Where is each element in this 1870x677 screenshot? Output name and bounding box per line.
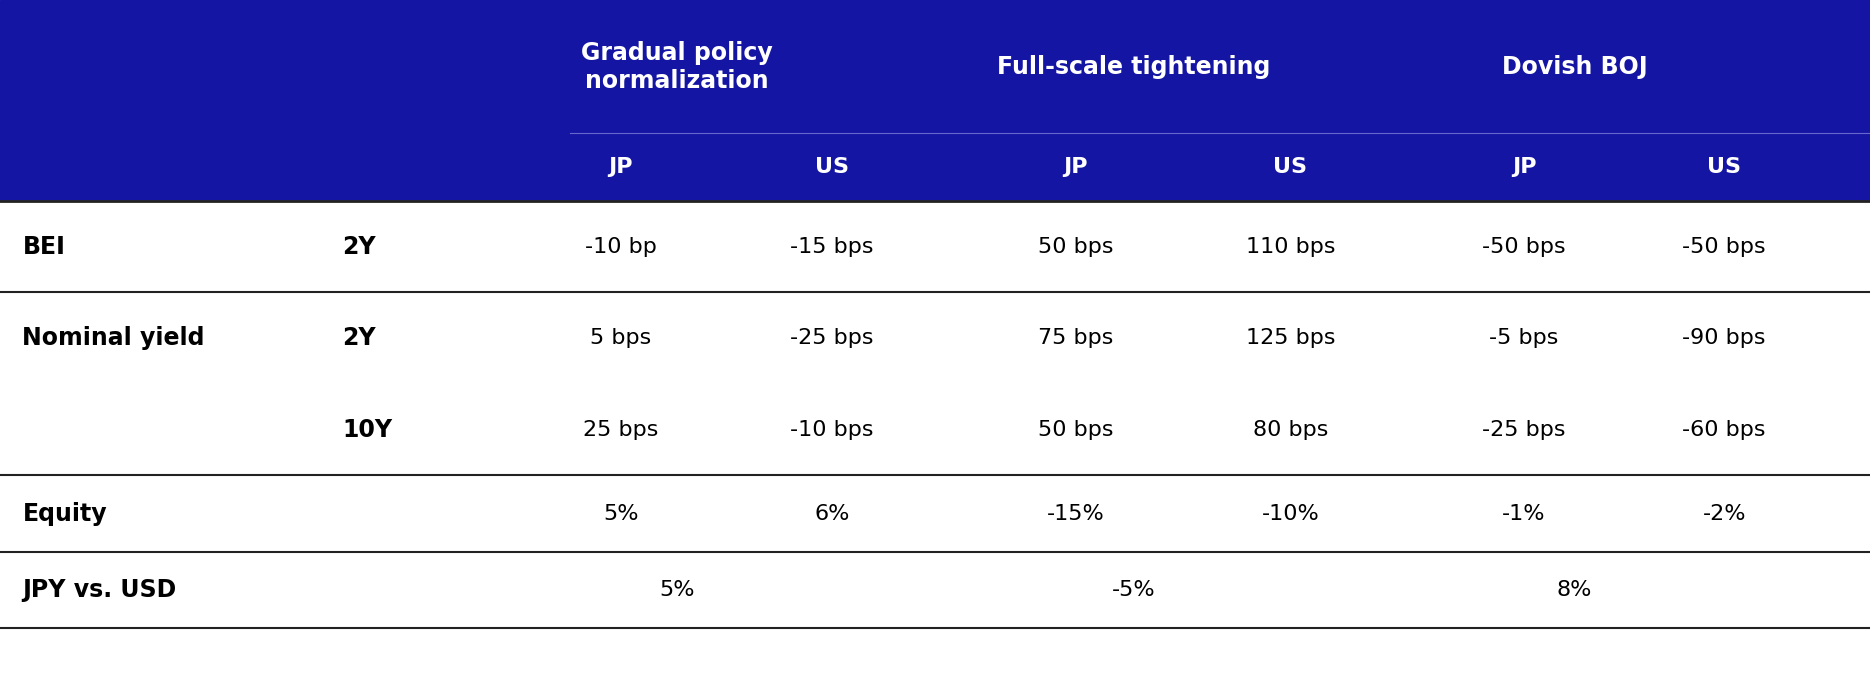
Text: 2Y: 2Y xyxy=(342,326,376,350)
Text: US: US xyxy=(1707,157,1741,177)
Text: 5%: 5% xyxy=(660,580,694,600)
Text: Dovish BOJ: Dovish BOJ xyxy=(1502,55,1647,79)
Text: 50 bps: 50 bps xyxy=(1038,420,1113,439)
Text: -10%: -10% xyxy=(1262,504,1318,523)
Text: JPY vs. USD: JPY vs. USD xyxy=(22,578,176,602)
Bar xyxy=(0,384,1870,475)
Text: 5 bps: 5 bps xyxy=(591,328,651,348)
Bar xyxy=(0,552,1870,628)
Text: -5%: -5% xyxy=(1111,580,1156,600)
Text: -10 bps: -10 bps xyxy=(791,420,873,439)
Text: Equity: Equity xyxy=(22,502,107,525)
Text: 110 bps: 110 bps xyxy=(1245,237,1335,257)
Text: US: US xyxy=(1273,157,1307,177)
Text: 8%: 8% xyxy=(1558,580,1591,600)
Text: US: US xyxy=(815,157,849,177)
Text: JP: JP xyxy=(1062,157,1088,177)
Text: 10Y: 10Y xyxy=(342,418,393,441)
Text: -2%: -2% xyxy=(1702,504,1747,523)
Text: -1%: -1% xyxy=(1502,504,1546,523)
Text: 2Y: 2Y xyxy=(342,235,376,259)
Text: -60 bps: -60 bps xyxy=(1683,420,1765,439)
Bar xyxy=(0,475,1870,552)
Text: -15%: -15% xyxy=(1047,504,1103,523)
Text: -90 bps: -90 bps xyxy=(1683,328,1765,348)
Text: -15 bps: -15 bps xyxy=(791,237,873,257)
Bar xyxy=(0,201,1870,292)
Text: 50 bps: 50 bps xyxy=(1038,237,1113,257)
Bar xyxy=(0,0,1870,201)
Text: 125 bps: 125 bps xyxy=(1245,328,1335,348)
Text: -25 bps: -25 bps xyxy=(791,328,873,348)
Text: BEI: BEI xyxy=(22,235,65,259)
Text: -25 bps: -25 bps xyxy=(1483,420,1565,439)
Text: Nominal yield: Nominal yield xyxy=(22,326,206,350)
Text: 6%: 6% xyxy=(815,504,849,523)
Text: 80 bps: 80 bps xyxy=(1253,420,1328,439)
Text: JP: JP xyxy=(608,157,634,177)
Bar xyxy=(0,292,1870,384)
Text: 75 bps: 75 bps xyxy=(1038,328,1113,348)
Text: Full-scale tightening: Full-scale tightening xyxy=(997,55,1270,79)
Text: -50 bps: -50 bps xyxy=(1483,237,1565,257)
Text: -10 bp: -10 bp xyxy=(585,237,656,257)
Text: Gradual policy
normalization: Gradual policy normalization xyxy=(582,41,772,93)
Text: 25 bps: 25 bps xyxy=(583,420,658,439)
Text: -50 bps: -50 bps xyxy=(1683,237,1765,257)
Text: 5%: 5% xyxy=(604,504,638,523)
Text: JP: JP xyxy=(1511,157,1537,177)
Text: -5 bps: -5 bps xyxy=(1489,328,1560,348)
